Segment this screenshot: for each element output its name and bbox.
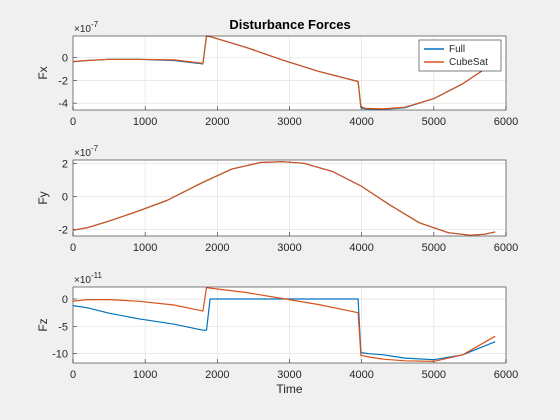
fx-exponent-label: ×10-7 (74, 20, 99, 35)
fy-xtick-label: 6000 (494, 242, 518, 254)
fy-xtick-label: 2000 (205, 242, 229, 254)
legend: Full CubeSat (418, 39, 502, 72)
fx-ytick-label: -4 (58, 98, 68, 110)
fx-xtick-label: 2000 (205, 116, 229, 128)
fz-xtick-label: 4000 (349, 369, 373, 381)
fx-exponent-power: -7 (91, 20, 99, 29)
fz-exponent-power: -11 (91, 271, 103, 280)
fz-xtick-label: 5000 (422, 369, 446, 381)
fx-xtick-label: 0 (70, 116, 76, 128)
fx-xtick-label: 3000 (277, 116, 301, 128)
fz-xtick-label: 2000 (205, 369, 229, 381)
fy-ytick-label: 2 (62, 158, 68, 170)
fy-xtick-label: 1000 (133, 242, 157, 254)
fx-ytick-label: 0 (62, 53, 68, 65)
legend-label-full: Full (449, 44, 465, 55)
fy-axes-box (72, 159, 507, 237)
fy-ytick-label: 0 (62, 191, 68, 203)
fz-xtick-label: 6000 (494, 369, 518, 381)
subplot-fz: 0 1000 2000 3000 4000 5000 6000 -10 -5 0 ×10-11 Fz T… (36, 271, 518, 396)
legend-box (418, 39, 502, 72)
fz-series-full-line (72, 298, 496, 361)
fy-series-cubesat-line (72, 161, 496, 236)
fy-ytick-label: -2 (58, 224, 68, 236)
fx-xtick-label: 4000 (349, 116, 373, 128)
fy-xtick-label: 5000 (422, 242, 446, 254)
fz-xtick-label: 1000 (133, 369, 157, 381)
fz-xlabel: Time (276, 382, 303, 396)
fy-xtick-label: 0 (70, 242, 76, 254)
fx-xtick-label: 5000 (422, 116, 446, 128)
fz-exponent-base: ×10 (74, 275, 91, 286)
fy-xtick-label: 3000 (277, 242, 301, 254)
fz-axes-box (72, 286, 507, 364)
fx-series-cubesat-line (72, 35, 492, 110)
fx-ytick-label: -2 (58, 75, 68, 87)
fz-ylabel: Fz (36, 318, 50, 331)
fy-exponent-power: -7 (91, 144, 99, 153)
chart-title: Disturbance Forces (229, 17, 350, 32)
fy-xtick-label: 4000 (349, 242, 373, 254)
fz-xtick-label: 0 (70, 369, 76, 381)
fz-exponent-label: ×10-11 (74, 271, 102, 286)
fx-xtick-label: 6000 (494, 116, 518, 128)
fx-exponent-base: ×10 (74, 24, 91, 35)
fz-xtick-label: 3000 (277, 369, 301, 381)
fy-exponent-label: ×10-7 (74, 144, 99, 159)
fx-xtick-label: 1000 (133, 116, 157, 128)
fz-series-cubesat-line (72, 286, 496, 362)
fz-ytick-label: 0 (62, 294, 68, 306)
fx-ylabel: Fx (36, 66, 50, 79)
fz-ytick-label: -10 (52, 349, 68, 361)
fz-ytick-label: -5 (58, 321, 68, 333)
legend-label-cubesat: CubeSat (449, 57, 488, 68)
fy-ylabel: Fy (36, 191, 50, 204)
fx-axes-box (72, 35, 507, 111)
subplot-fy: 0 1000 2000 3000 4000 5000 6000-202×10-7Fy (36, 144, 518, 254)
fy-exponent-base: ×10 (74, 148, 91, 159)
